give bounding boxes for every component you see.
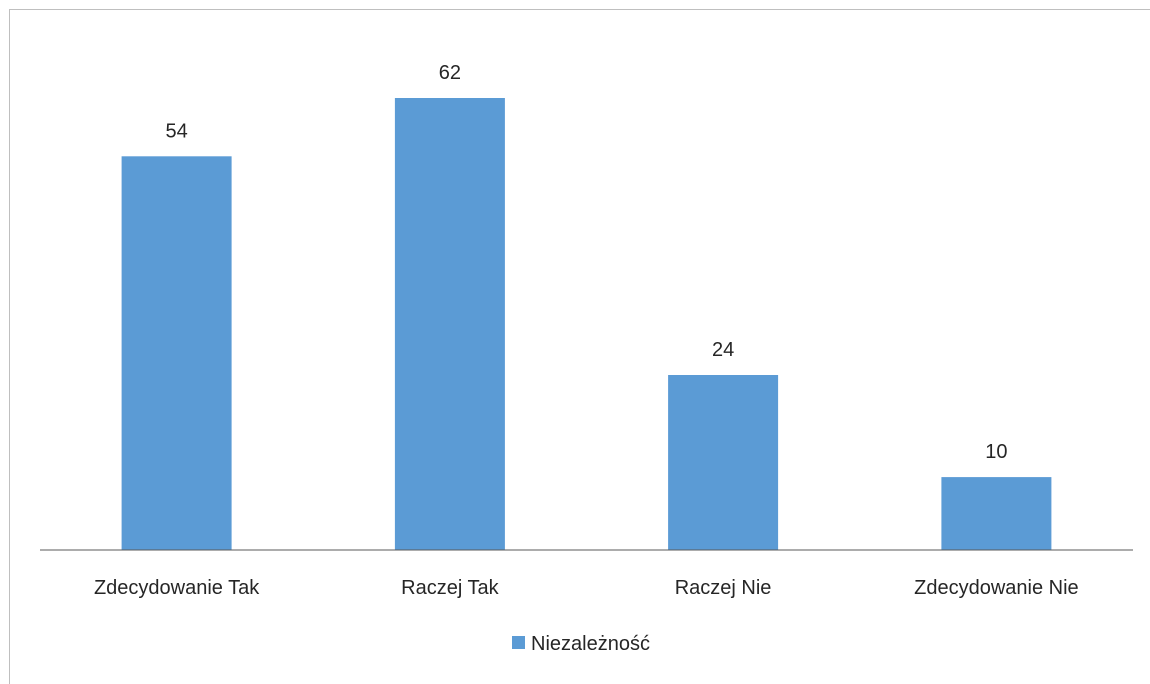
x-tick-label-0: Zdecydowanie Tak bbox=[94, 577, 260, 599]
legend: Niezależność bbox=[512, 633, 650, 655]
legend-swatch bbox=[512, 636, 525, 649]
data-label-3: 10 bbox=[985, 441, 1007, 463]
x-tick-label-2: Raczej Nie bbox=[675, 577, 772, 599]
x-tick-label-3: Zdecydowanie Nie bbox=[914, 577, 1079, 599]
data-labels-layer: 54 62 24 10 bbox=[165, 62, 1007, 463]
x-tick-labels-layer: Zdecydowanie Tak Raczej Tak Raczej Nie Zdec… bbox=[94, 577, 1079, 599]
data-label-0: 54 bbox=[165, 120, 187, 142]
bar-3 bbox=[941, 477, 1052, 550]
bar-2 bbox=[668, 375, 779, 550]
bar-0 bbox=[121, 156, 232, 551]
data-label-2: 24 bbox=[712, 339, 734, 361]
x-tick-label-1: Raczej Tak bbox=[401, 577, 499, 599]
chart-frame bbox=[9, 9, 1150, 684]
legend-label: Niezależność bbox=[531, 633, 650, 655]
bars-layer bbox=[121, 98, 1052, 551]
data-label-1: 62 bbox=[439, 62, 461, 84]
bar-1 bbox=[394, 98, 505, 550]
